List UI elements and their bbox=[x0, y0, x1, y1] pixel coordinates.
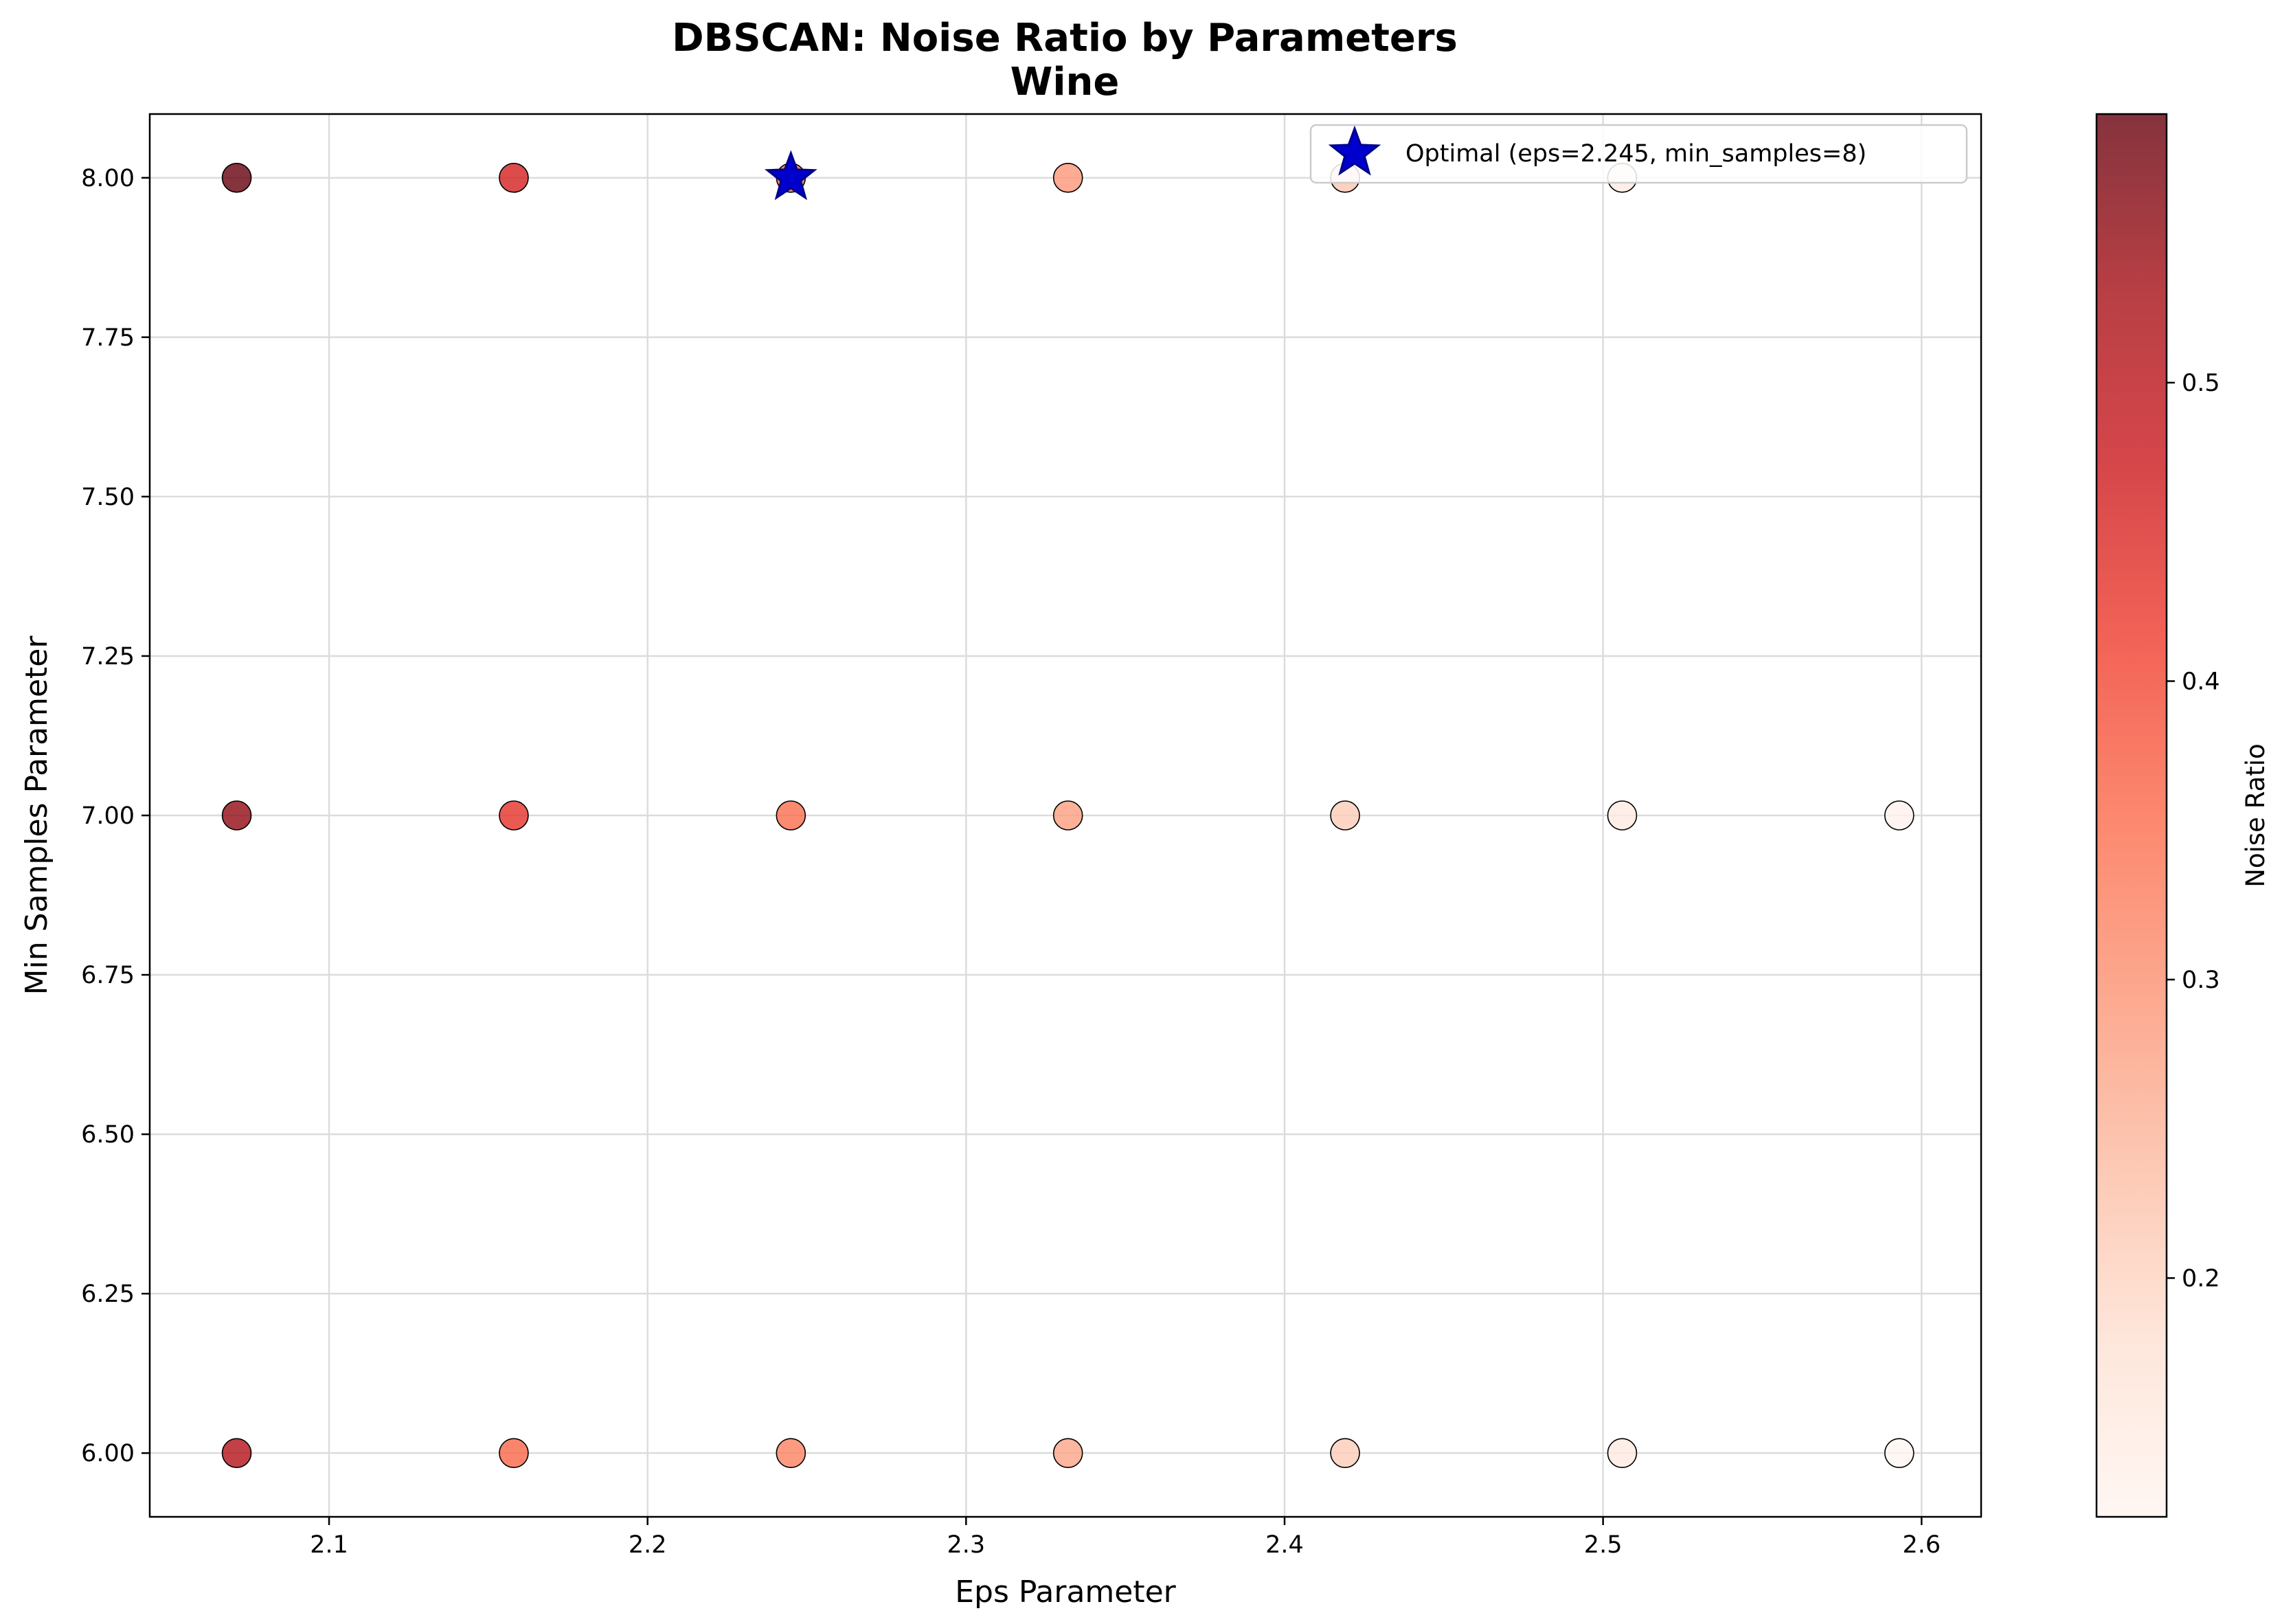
scatter-point bbox=[1330, 1438, 1360, 1468]
scatter-point bbox=[1607, 1438, 1638, 1468]
optimal-layer bbox=[764, 150, 817, 201]
scatter-point bbox=[1052, 800, 1083, 831]
chart-subtitle: Wine bbox=[1010, 60, 1120, 104]
x-tick-label: 2.1 bbox=[310, 1531, 348, 1559]
y-tick-label: 8.00 bbox=[81, 165, 135, 192]
scatter-point bbox=[221, 1438, 252, 1468]
x-tick-label: 2.4 bbox=[1265, 1531, 1304, 1559]
y-tick-label: 6.00 bbox=[81, 1440, 135, 1467]
colorbar-label: Noise Ratio bbox=[2241, 743, 2270, 887]
y-axis-label: Min Samples Parameter bbox=[19, 635, 54, 995]
legend-box bbox=[1309, 124, 1968, 184]
scatter-point bbox=[1884, 800, 1914, 831]
x-axis-label: Eps Parameter bbox=[955, 1575, 1176, 1610]
scatter-point bbox=[499, 163, 529, 193]
y-tick-label: 6.25 bbox=[81, 1281, 135, 1308]
colorbar-tick-label: 0.5 bbox=[2182, 370, 2220, 397]
y-tick-label: 6.75 bbox=[81, 962, 135, 989]
y-tick-label: 6.50 bbox=[81, 1121, 135, 1149]
scatter-point bbox=[776, 800, 806, 831]
x-tick-label: 2.6 bbox=[1902, 1531, 1941, 1559]
scatter-point bbox=[1607, 800, 1638, 831]
legend-star-icon bbox=[1328, 125, 1381, 176]
scatter-point bbox=[499, 800, 529, 831]
chart-title: DBSCAN: Noise Ratio by Parameters bbox=[672, 16, 1458, 60]
scatter-point bbox=[1330, 800, 1360, 831]
grid-lines bbox=[150, 114, 1981, 1517]
scatter-point bbox=[776, 1438, 806, 1468]
y-tick-label: 7.75 bbox=[81, 324, 135, 352]
x-tick-label: 2.3 bbox=[947, 1531, 986, 1559]
x-axis-ticks: 2.1 2.2 2.3 2.4 2.5 2.6 bbox=[310, 1517, 1941, 1559]
y-axis-ticks: 6.00 6.25 6.50 6.75 7.00 7.25 7.50 7.75 8.00 bbox=[81, 165, 150, 1467]
x-tick-label: 2.5 bbox=[1584, 1531, 1623, 1559]
scatter-point bbox=[1052, 1438, 1083, 1468]
optimal-star-marker bbox=[764, 150, 817, 201]
colorbar-tick-label: 0.2 bbox=[2182, 1265, 2220, 1292]
scatter-point bbox=[1052, 163, 1083, 193]
colorbar-ticks: 0.2 0.3 0.4 0.5 bbox=[2167, 370, 2220, 1292]
colorbar-gradient bbox=[2097, 114, 2167, 1517]
x-tick-label: 2.2 bbox=[629, 1531, 667, 1559]
colorbar: 0.2 0.3 0.4 0.5 Noise Ratio bbox=[2095, 113, 2270, 1518]
colorbar-frame bbox=[2095, 113, 2168, 1518]
legend: Optimal (eps=2.245, min_samples=8) bbox=[1309, 124, 1968, 184]
legend-label: Optimal (eps=2.245, min_samples=8) bbox=[1405, 140, 1866, 168]
y-tick-label: 7.50 bbox=[81, 484, 135, 511]
y-tick-label: 7.00 bbox=[81, 802, 135, 830]
scatter-point bbox=[499, 1438, 529, 1468]
scatter-point bbox=[221, 800, 252, 831]
scatter-point bbox=[221, 163, 252, 193]
scatter-point bbox=[1884, 1438, 1914, 1468]
y-tick-label: 7.25 bbox=[81, 643, 135, 670]
colorbar-tick-label: 0.3 bbox=[2182, 967, 2220, 994]
colorbar-tick-label: 0.4 bbox=[2182, 668, 2220, 695]
